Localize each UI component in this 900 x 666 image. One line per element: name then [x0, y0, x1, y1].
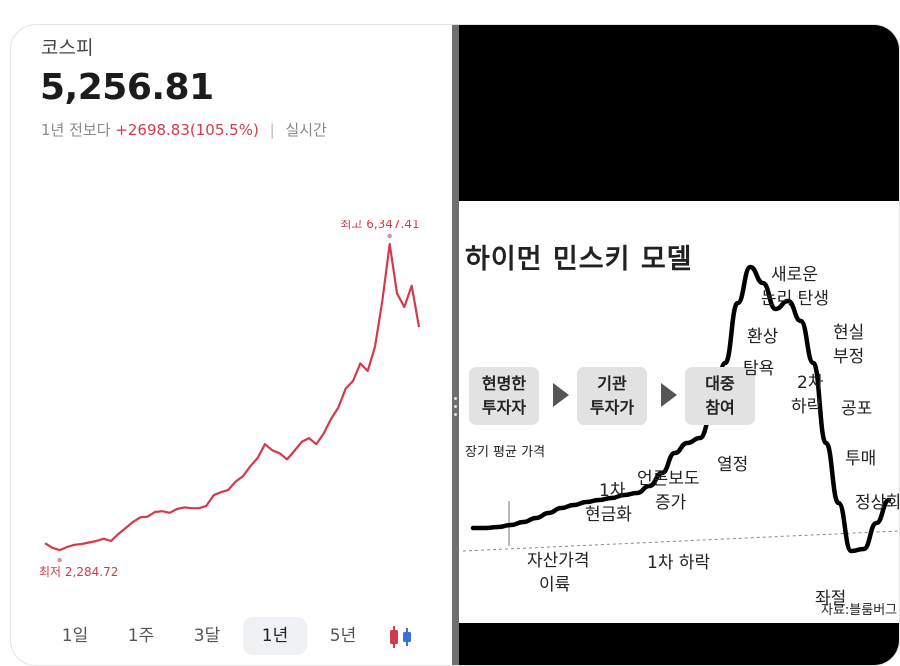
label-new-logic: 논리 탄생	[761, 289, 829, 309]
change-value: +2698.83(105.5%)	[115, 121, 259, 139]
label-first-drop: 1차 하락	[647, 553, 711, 573]
kospi-series-line	[44, 242, 421, 552]
separator: |	[269, 121, 275, 139]
screenshot-frame: 코스피 5,256.81 1년 전보다 +2698.83(105.5%) | 실…	[10, 24, 900, 666]
minsky-image: 하이먼 민스키 모델 현명한 투자자 기관 투자가 대중 참여 장기 평균 가격…	[459, 25, 900, 665]
label-media: 언론보도	[637, 469, 700, 489]
label-source: 자료:블룸버그	[821, 603, 898, 618]
stage-line: 투자가	[589, 398, 635, 417]
label-takeoff: 이륙	[539, 575, 571, 595]
label-long-term-average: 장기 평균 가격	[465, 445, 546, 460]
stage-line: 기관	[597, 374, 627, 393]
label-first-cash: 1차	[599, 481, 626, 501]
label-greed: 탐욕	[743, 359, 775, 379]
stage-line: 투자자	[481, 398, 527, 417]
stage-box-public: 대중 참여	[685, 367, 755, 425]
arrow-right-icon	[661, 383, 677, 407]
arrow-right-icon	[553, 383, 569, 407]
high-label: 최고 6,347.41	[340, 220, 419, 231]
label-cash-out: 현금화	[585, 505, 632, 525]
stock-price: 5,256.81	[40, 67, 214, 108]
label-second-drop: 하락	[791, 397, 823, 417]
low-label: 최저 2,284.72	[39, 565, 118, 579]
label-delusion: 환상	[747, 327, 779, 347]
tab-1y[interactable]: 1년	[243, 617, 307, 655]
panel-divider[interactable]	[452, 25, 459, 665]
kospi-line-chart[interactable]: 최고 6,347.41 최저 2,284.72	[11, 220, 452, 600]
divider-handle-dot	[454, 397, 457, 400]
label-enthusiasm: 열정	[717, 455, 749, 475]
tab-5y[interactable]: 5년	[329, 626, 357, 646]
stock-name: 코스피	[41, 37, 94, 59]
label-second: 2차	[797, 373, 824, 393]
high-point-marker	[387, 233, 392, 239]
stock-widget: 코스피 5,256.81 1년 전보다 +2698.83(105.5%) | 실…	[11, 25, 452, 665]
minsky-series-line	[470, 264, 892, 554]
stage-box-wise-investor: 현명한 투자자	[469, 367, 539, 425]
minsky-curve	[462, 264, 899, 554]
long-term-average-line	[462, 530, 899, 552]
label-despair: 좌절	[815, 589, 847, 609]
label-new: 새로운	[771, 265, 818, 285]
stock-change-row: 1년 전보다 +2698.83(105.5%) | 실시간	[41, 119, 327, 140]
stage-line: 대중	[705, 374, 735, 393]
label-reality: 현실	[833, 323, 865, 343]
minsky-diagram: 하이먼 민스키 모델 현명한 투자자 기관 투자가 대중 참여 장기 평균 가격…	[459, 201, 900, 623]
divider-handle-dot	[454, 405, 457, 408]
tab-1w[interactable]: 1주	[127, 626, 155, 646]
divider-handle-dot	[454, 413, 457, 416]
stage-box-institution: 기관 투자가	[577, 367, 647, 425]
minsky-title: 하이먼 민스키 모델	[465, 244, 693, 275]
range-tabs: 1일 1주 3달 1년 5년	[31, 617, 441, 657]
low-point-marker	[57, 557, 62, 563]
period-label: 1년 전보다	[41, 121, 111, 139]
label-denial: 부정	[833, 347, 865, 367]
tab-1d[interactable]: 1일	[61, 626, 89, 646]
stage-line: 현명한	[481, 374, 527, 393]
candlestick-icon[interactable]	[387, 625, 415, 649]
label-capitulation: 투매	[845, 449, 877, 469]
tab-3m[interactable]: 3달	[193, 626, 221, 646]
label-asset-price: 자산가격	[527, 551, 590, 571]
realtime-label: 실시간	[285, 121, 327, 139]
label-fear: 공포	[841, 399, 873, 419]
label-normalization: 정상화	[855, 493, 900, 513]
label-increase: 증가	[655, 493, 687, 513]
stage-line: 참여	[705, 398, 735, 417]
